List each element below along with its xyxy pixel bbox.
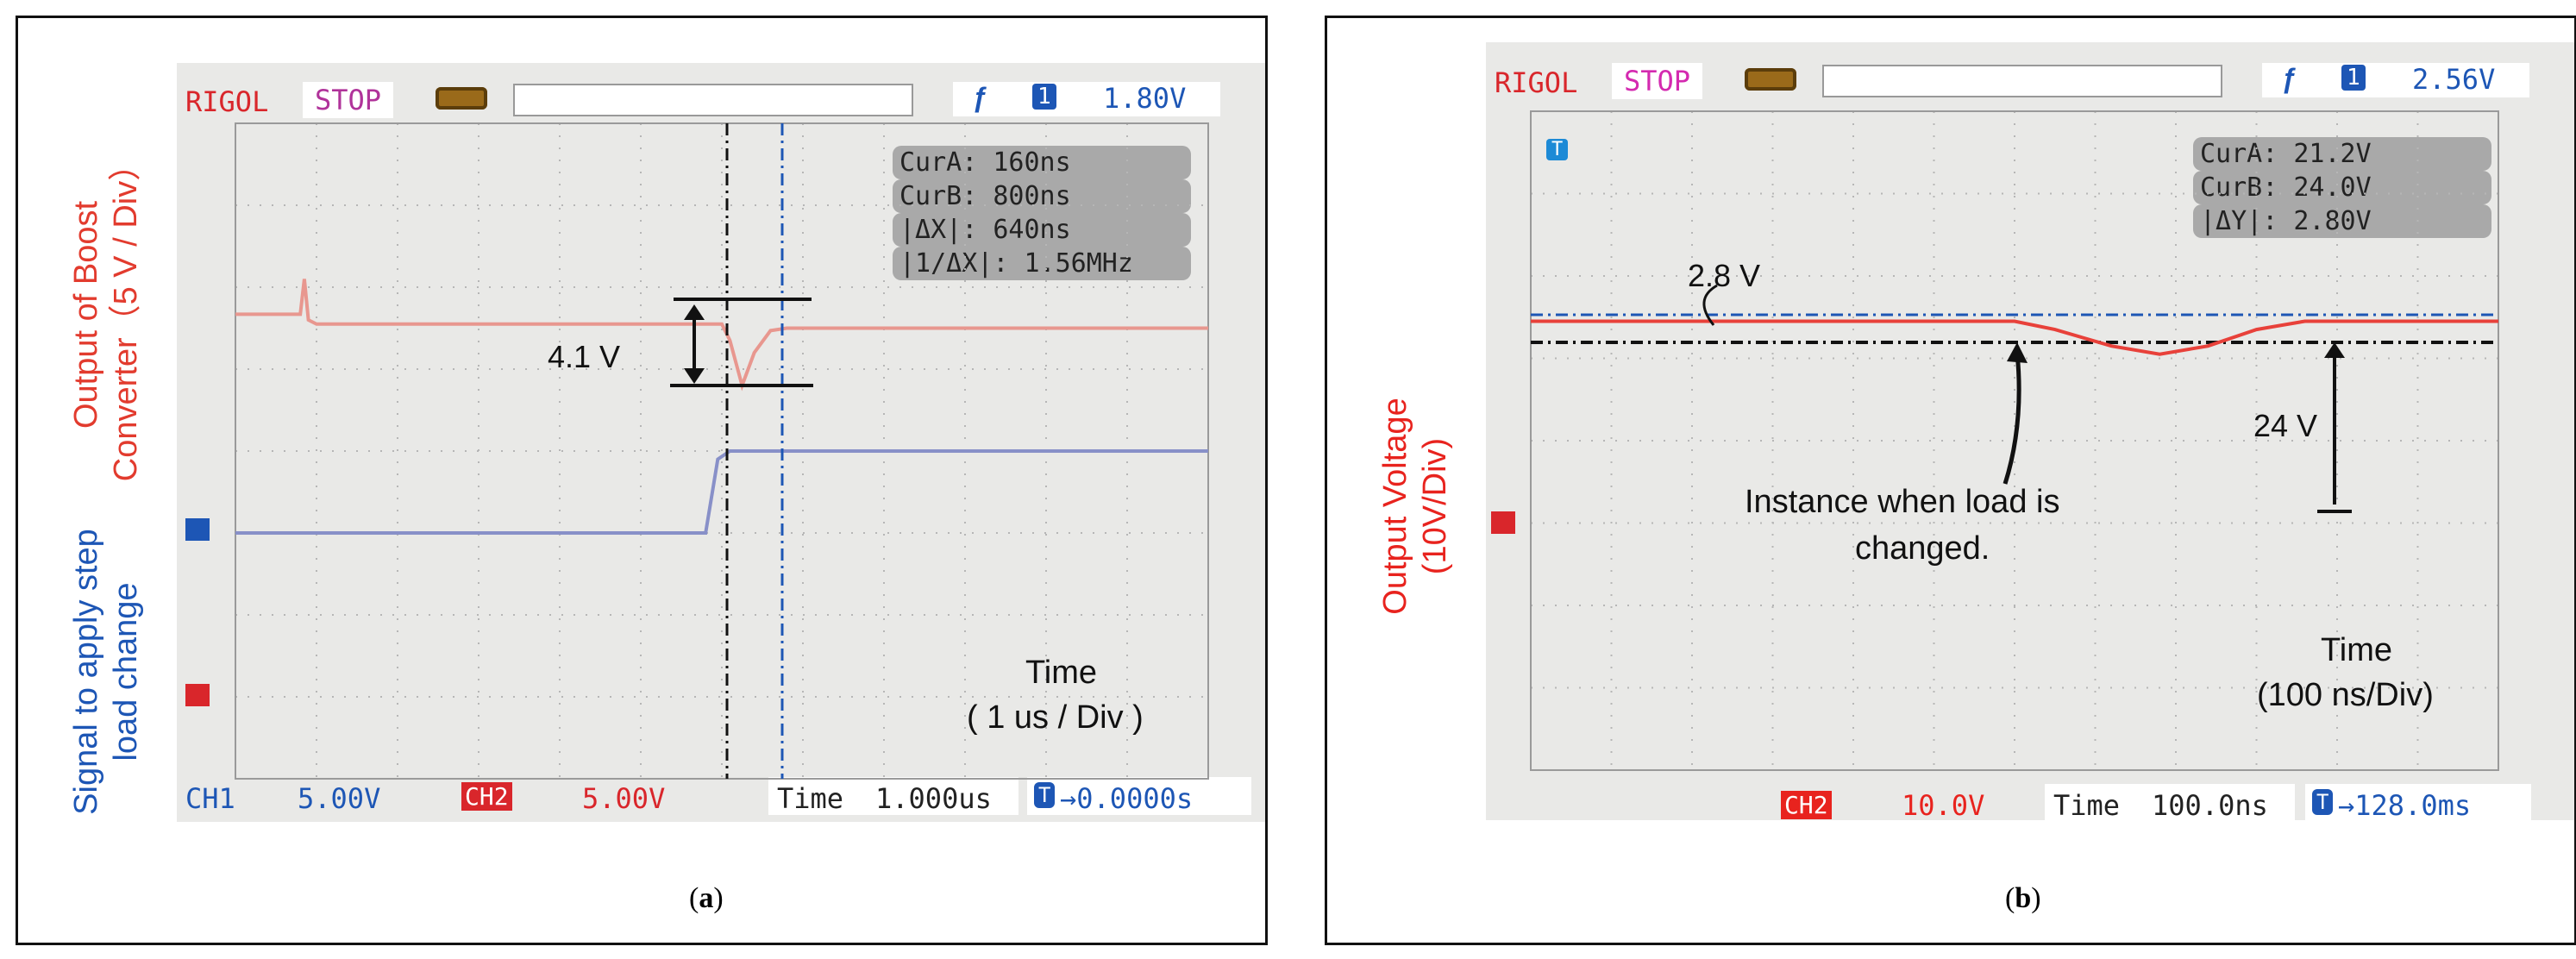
ylabel-red: Output of Boost Converter（5 V / Div） [66,134,146,496]
ylabel-output: Output Voltage (10V/Div) [1376,334,1455,679]
run-status: STOP [303,82,394,118]
ch2-label: CH2 [461,782,512,811]
brand-label: RIGOL [1495,66,1578,99]
instance-arrow-head [2007,342,2028,363]
trigger-box [2262,63,2529,97]
drop-arrow-head-down [684,368,705,384]
b-plot-frame [1530,110,2499,771]
ripple-arrow [1702,284,1718,326]
level-arrow-head [2324,342,2345,358]
trigger-edge-icon: ƒ [2281,63,2297,94]
cursor-readout-delta: |ΔX|: 640ns [893,213,1191,247]
time-label: Time [777,782,844,815]
caption-a-close: ) [713,882,724,914]
trigger-pos-icon: T [1034,782,1056,808]
brand-label: RIGOL [185,85,269,118]
annotation-ripple: 2.8 V [1688,258,1761,293]
scope-screen-a: RIGOL STOP ƒ 1 1.80V CurA: 160ns CurB: 8… [177,63,1265,822]
cursor-readout-b: CurB: 800ns [893,179,1191,213]
time-note-line1: Time [1025,655,1098,691]
drop-arrow-head-up [684,304,705,320]
series-boost-output [235,279,1208,392]
instance-note-line2: changed. [1855,530,1990,567]
series-step-signal [235,449,1208,535]
instance-arrow [2003,352,2021,485]
ch2-marker [1491,511,1515,534]
annotation-level: 24 V [2253,408,2318,443]
cursor-readout-freq: |1/ΔX|: 1.56MHz [893,247,1191,280]
ylabel-red-line2: Converter（5 V / Div） [108,147,144,482]
panel-b: RIGOL STOP ƒ 1 2.56V T CurA: 21.2V CurB:… [1325,16,2576,945]
cursor-readout-b: CurB: 24.0V [2193,171,2491,204]
timebase-box [768,777,1018,815]
instance-note-line1: Instance when load is [1745,484,2060,520]
ylabel-output-line2: (10V/Div) [1417,437,1453,575]
caption-b: (b) [2005,882,2041,915]
timebase-box [2045,784,2295,822]
trigger-level: 1.80V [1103,82,1187,115]
cursor-readout-delta: |ΔY|: 2.80V [2193,204,2491,238]
trigger-marker: T [1546,139,1569,160]
ch2-marker [185,684,210,706]
caption-b-letter: b [2015,882,2032,914]
ylabel-blue: Signal to apply step load change [66,491,146,853]
trigger-pos-box [2305,784,2531,822]
time-note-line2: (100 ns/Div) [2257,677,2434,713]
ch1-marker [185,518,210,541]
caption-a-letter: a [699,882,714,914]
trigger-pos-value: →128.0ms [2338,789,2472,822]
ylabel-red-line1: Output of Boost [68,200,104,429]
trigger-box [953,82,1220,116]
ylabel-blue-line2: load change [108,582,144,762]
ch2-scale: 10.0V [1902,789,1985,822]
trigger-channel: 1 [2341,65,2366,91]
ch2-scale: 5.00V [582,782,666,815]
plot-b [1491,110,2499,771]
trigger-pos-box [1027,777,1251,815]
scope-screen-b: RIGOL STOP ƒ 1 2.56V T CurA: 21.2V CurB:… [1486,42,2574,822]
time-note-line1: Time [2321,632,2393,668]
trigger-pos-value: →0.0000s [1060,782,1194,815]
trigger-edge-icon: ƒ [972,82,987,113]
waveform-overview [1822,65,2222,97]
annotation-drop: 4.1 V [548,339,621,374]
time-label: Time [2053,789,2121,822]
panel-a: RIGOL STOP ƒ 1 1.80V CurA: 160ns CurB: 8… [16,16,1268,945]
waveform-overview [513,84,913,116]
trigger-pos-icon: T [2312,789,2334,815]
memory-icon [436,87,487,110]
cursor-readout-a: CurA: 160ns [893,146,1191,179]
ch1-label: CH1 [185,782,235,815]
caption-b-open: ( [2005,882,2015,914]
run-status: STOP [1612,63,1703,99]
trigger-channel: 1 [1032,84,1056,110]
time-value: 100.0ns [2152,789,2268,822]
ch2-label: CH2 [1781,791,1832,819]
caption-b-close: ) [2031,882,2041,914]
ylabel-output-line1: Output Voltage [1377,398,1413,615]
ch1-scale: 5.00V [298,782,381,815]
time-value: 1.000us [875,782,992,815]
plot-a [185,122,1209,780]
memory-icon [1745,68,1796,91]
ylabel-blue-line1: Signal to apply step [68,529,104,815]
caption-a-open: ( [689,882,699,914]
time-note-line2: ( 1 us / Div ) [967,699,1144,736]
trigger-level: 2.56V [2412,63,2496,96]
cursor-readout-a: CurA: 21.2V [2193,137,2491,171]
series-output-voltage [1531,319,2498,356]
caption-a: (a) [689,882,724,915]
